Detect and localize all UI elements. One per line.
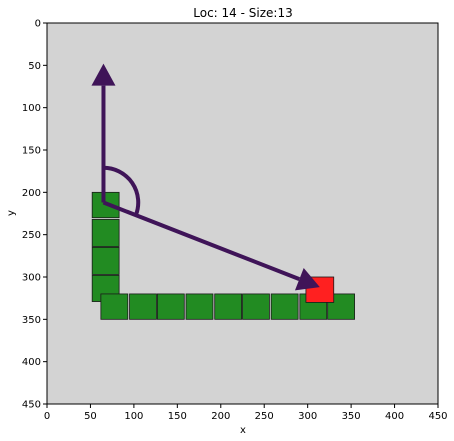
x-tick-label: 250 <box>255 411 274 422</box>
x-tick-label: 400 <box>385 411 404 422</box>
x-tick-label: 300 <box>298 411 317 422</box>
x-tick-label: 100 <box>124 411 143 422</box>
plot-frame <box>46 22 439 405</box>
y-tick-label: 200 <box>22 188 41 199</box>
angle-arc <box>103 165 141 216</box>
y-tick-label: 100 <box>22 103 41 114</box>
x-tick-label: 200 <box>211 411 230 422</box>
x-axis-label: x <box>240 425 246 436</box>
x-tick-label: 50 <box>84 411 97 422</box>
snake-segment-6 <box>156 293 185 320</box>
arrow-shaft-1 <box>102 200 301 282</box>
snake-segment-2 <box>91 246 120 275</box>
y-axis: 0 50 100 150 200 250 300 350 400 450 <box>22 19 47 411</box>
direction-arrow-1 <box>102 200 320 291</box>
snake-segment-4 <box>100 293 129 320</box>
plot-area <box>46 22 439 405</box>
snake-segment-8 <box>214 293 243 320</box>
direction-arrow-0 <box>91 63 116 203</box>
y-tick-label: 150 <box>22 146 41 157</box>
y-tick-label: 50 <box>28 61 41 72</box>
snake-segment-10 <box>270 293 299 320</box>
snake-segment-5 <box>129 293 157 320</box>
y-tick-label: 450 <box>22 400 41 411</box>
x-tick-label: 0 <box>44 411 50 422</box>
x-axis: 0 50 100 150 200 250 300 350 400 450 <box>44 404 448 422</box>
snake-segment-9 <box>242 293 270 320</box>
y-tick-label: 400 <box>22 357 41 368</box>
x-tick-label: 150 <box>168 411 187 422</box>
arrow-head-1 <box>294 267 320 291</box>
snake-segment-1 <box>91 219 120 247</box>
y-tick-label: 0 <box>35 19 41 30</box>
y-tick-label: 300 <box>22 273 41 284</box>
x-tick-label: 350 <box>342 411 361 422</box>
y-tick-label: 250 <box>22 230 41 241</box>
x-tick-label: 450 <box>428 411 447 422</box>
y-axis-label: y <box>6 210 17 216</box>
chart-title: Loc: 14 - Size:13 <box>193 6 292 20</box>
snake-segment-7 <box>185 293 214 320</box>
arrow-head-0 <box>91 63 116 86</box>
y-tick-label: 350 <box>22 315 41 326</box>
